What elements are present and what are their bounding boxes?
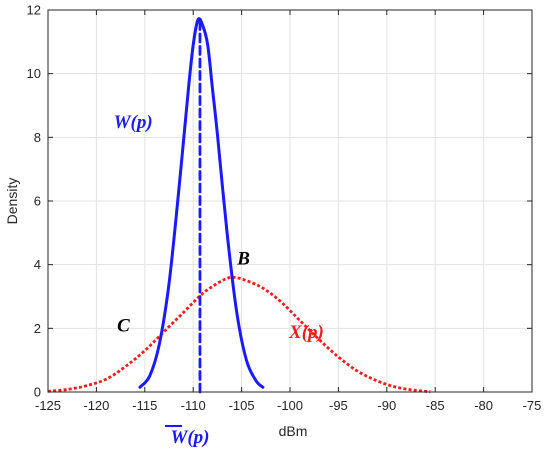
annotations: W(p) X(p) B C W(p) [114, 112, 324, 448]
x-tick-label: -85 [426, 398, 445, 413]
series-line-w [138, 17, 265, 389]
x-tick-label: -125 [35, 398, 61, 413]
x-tick-label: -105 [229, 398, 255, 413]
x-tick-label: -80 [474, 398, 493, 413]
x-tick-label: -110 [181, 398, 206, 413]
axis-ticks: -125 -120 -115 -110 -105 -100 -95 -90 -85 -80 -75 0… [27, 3, 542, 414]
annotation-label: C [117, 316, 130, 337]
x-tick-label: -95 [329, 398, 348, 413]
x-tick-label: -75 [523, 398, 542, 413]
y-tick-label: 2 [34, 321, 41, 336]
x-axis-label: dBm [279, 423, 308, 439]
y-tick-label: 6 [34, 194, 41, 209]
y-tick-label: 0 [34, 385, 41, 400]
x-tick-label: -90 [377, 398, 396, 413]
annotation-label: B [236, 249, 250, 270]
w-bar-label: W(p) [170, 427, 209, 448]
x-tick-label: -115 [132, 398, 157, 413]
y-axis-label: Density [4, 178, 20, 225]
y-tick-label: 4 [34, 257, 41, 272]
annotation-label: X(p) [288, 322, 324, 343]
plot-series [47, 17, 431, 394]
x-tick-label: -100 [277, 398, 303, 413]
annotation-label: W(p) [114, 112, 153, 133]
y-tick-label: 8 [34, 130, 41, 145]
y-tick-label: 12 [27, 3, 41, 18]
x-tick-label: -120 [83, 398, 109, 413]
y-tick-label: 10 [27, 66, 41, 81]
